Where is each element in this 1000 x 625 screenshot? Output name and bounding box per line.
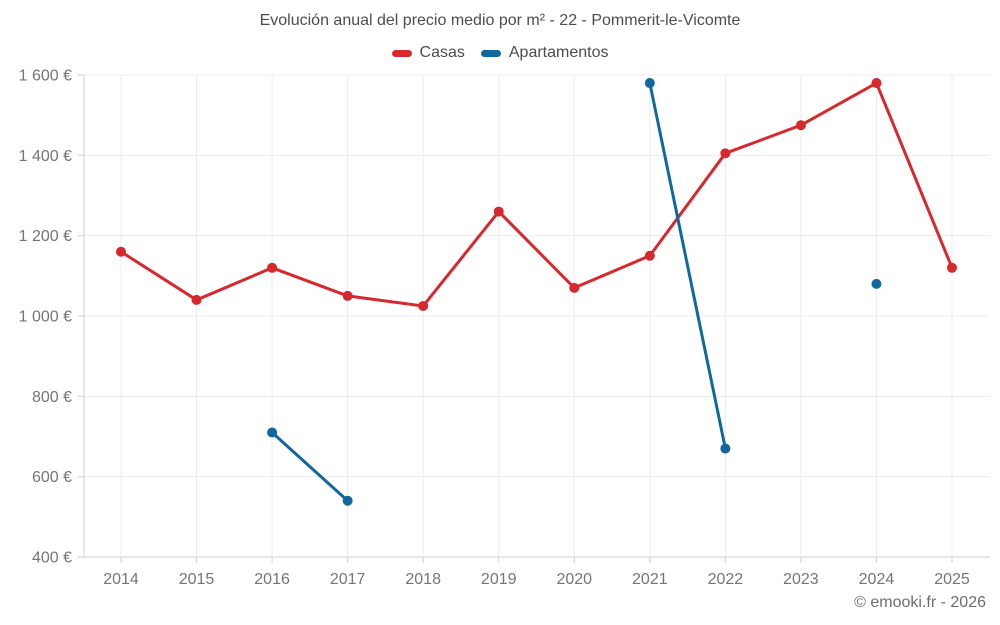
x-tick-label: 2020 bbox=[556, 571, 592, 588]
x-tick-label: 2015 bbox=[179, 571, 215, 588]
data-point-casas-2018[interactable] bbox=[418, 300, 429, 311]
data-point-casas-2019[interactable] bbox=[493, 206, 504, 217]
data-point-casas-2021[interactable] bbox=[644, 250, 655, 261]
x-tick-label: 2017 bbox=[330, 571, 366, 588]
data-point-casas-2017[interactable] bbox=[342, 290, 353, 301]
legend-item-apartamentos[interactable]: Apartamentos bbox=[480, 44, 609, 62]
x-tick-label: 2016 bbox=[254, 571, 290, 588]
series-line-apartamentos bbox=[648, 81, 727, 451]
x-tick-label: 2014 bbox=[103, 571, 139, 588]
x-tick-label: 2018 bbox=[405, 571, 441, 588]
data-point-casas-2020[interactable] bbox=[569, 282, 580, 293]
apartamentos-legend-swatch-icon bbox=[480, 49, 501, 57]
data-point-apartamentos-2024[interactable] bbox=[871, 278, 882, 289]
y-tick-label: 1 600 € bbox=[19, 68, 72, 85]
y-tick-label: 1 400 € bbox=[19, 148, 72, 165]
chart-legend: Casas Apartamentos bbox=[0, 44, 1000, 62]
y-tick-label: 400 € bbox=[32, 550, 72, 567]
data-point-casas-2014[interactable] bbox=[116, 246, 126, 257]
data-point-casas-2016[interactable] bbox=[267, 262, 278, 273]
y-tick-label: 1 200 € bbox=[19, 228, 72, 245]
x-tick-label: 2021 bbox=[632, 571, 668, 588]
data-point-casas-2024[interactable] bbox=[871, 78, 882, 89]
data-point-casas-2022[interactable] bbox=[720, 148, 731, 159]
casas-legend-swatch-icon bbox=[391, 49, 412, 57]
data-point-apartamentos-2016[interactable] bbox=[267, 427, 278, 438]
x-tick-label: 2019 bbox=[481, 571, 517, 588]
x-tick-label: 2024 bbox=[859, 571, 895, 588]
data-point-casas-2025[interactable] bbox=[947, 262, 957, 273]
x-tick-label: 2025 bbox=[934, 571, 970, 588]
legend-label-apartamentos: Apartamentos bbox=[508, 44, 609, 61]
data-point-apartamentos-2017[interactable] bbox=[342, 495, 353, 506]
data-point-casas-2015[interactable] bbox=[191, 294, 202, 305]
data-point-casas-2023[interactable] bbox=[795, 120, 806, 131]
series-line-apartamentos bbox=[270, 430, 350, 503]
y-tick-label: 600 € bbox=[32, 469, 72, 486]
series-line-casas bbox=[119, 81, 954, 308]
x-tick-label: 2022 bbox=[708, 571, 744, 588]
y-tick-label: 1 000 € bbox=[19, 309, 72, 326]
legend-item-casas[interactable]: Casas bbox=[391, 44, 465, 62]
chart-title: Evolución anual del precio medio por m² … bbox=[259, 12, 741, 29]
data-point-apartamentos-2022[interactable] bbox=[720, 443, 731, 454]
legend-label-casas: Casas bbox=[419, 44, 465, 61]
y-tick-label: 800 € bbox=[32, 389, 72, 406]
copyright-note: © emooki.fr - 2026 bbox=[854, 594, 986, 611]
x-tick-label: 2023 bbox=[783, 571, 819, 588]
data-point-apartamentos-2021[interactable] bbox=[644, 78, 655, 89]
